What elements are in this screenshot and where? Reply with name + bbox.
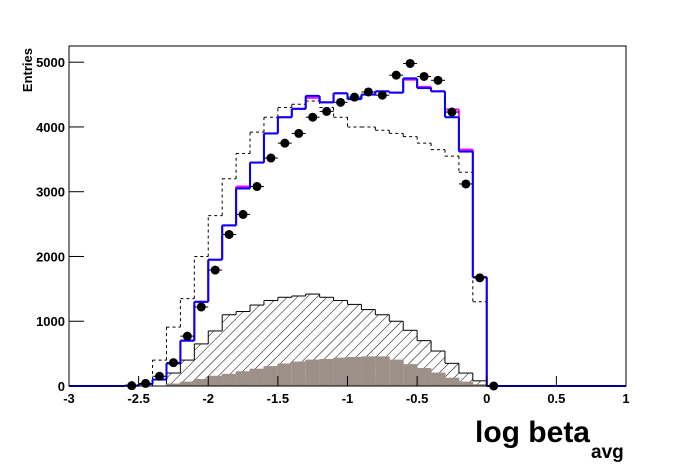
data-point bbox=[252, 182, 262, 192]
x-tick-label: 1 bbox=[622, 391, 629, 406]
data-point bbox=[294, 128, 304, 138]
bar bbox=[277, 363, 292, 386]
bar bbox=[194, 343, 209, 386]
bar bbox=[431, 373, 445, 386]
data-point bbox=[266, 153, 276, 163]
y-tick-label: 0 bbox=[58, 379, 65, 394]
y-tick-label: 2000 bbox=[36, 249, 65, 264]
bar bbox=[305, 360, 320, 386]
y-tick-label: 5000 bbox=[36, 55, 65, 70]
data-points bbox=[124, 58, 501, 391]
bar bbox=[180, 360, 195, 386]
y-tick-label: 1000 bbox=[36, 314, 65, 329]
data-point bbox=[461, 179, 471, 189]
bar bbox=[333, 358, 348, 386]
data-point bbox=[336, 97, 346, 107]
data-point bbox=[475, 273, 485, 283]
x-axis-title-subscript: avg bbox=[591, 442, 624, 463]
bar bbox=[472, 384, 487, 386]
bar bbox=[250, 305, 264, 386]
data-point bbox=[155, 371, 165, 381]
bar bbox=[319, 359, 334, 386]
bar bbox=[263, 300, 278, 386]
x-tick-label: -1 bbox=[342, 391, 354, 406]
data-point bbox=[391, 70, 401, 80]
data-point bbox=[349, 92, 359, 102]
data-point bbox=[433, 75, 443, 85]
data-point bbox=[322, 106, 332, 116]
y-axis-title: Entries bbox=[20, 48, 35, 92]
x-tick-label: -2 bbox=[202, 391, 214, 406]
bar bbox=[236, 371, 251, 386]
x-tick-label: -0.5 bbox=[406, 391, 428, 406]
data-point bbox=[168, 358, 178, 368]
bar bbox=[361, 356, 376, 386]
bar bbox=[180, 382, 195, 386]
bar bbox=[236, 311, 251, 386]
x-axis-title: log beta bbox=[475, 416, 590, 449]
x-tick-label: -1.5 bbox=[267, 391, 289, 406]
bar bbox=[208, 330, 223, 386]
data-point bbox=[196, 302, 206, 312]
bar bbox=[472, 380, 487, 386]
data-point bbox=[405, 58, 415, 68]
x-tick-label: 0.5 bbox=[547, 391, 565, 406]
bar bbox=[250, 369, 264, 386]
y-tick-label: 4000 bbox=[36, 120, 65, 135]
data-point bbox=[419, 71, 429, 81]
data-point bbox=[363, 87, 373, 97]
x-tick-label: 0 bbox=[483, 391, 490, 406]
bar bbox=[263, 366, 278, 386]
data-point bbox=[141, 378, 151, 388]
bar bbox=[375, 356, 390, 386]
bar bbox=[222, 314, 237, 386]
data-point bbox=[308, 112, 318, 122]
x-tick-label: -3 bbox=[63, 391, 75, 406]
data-point bbox=[210, 265, 220, 275]
bar bbox=[222, 374, 237, 386]
bar bbox=[458, 382, 473, 386]
data-point bbox=[224, 229, 234, 239]
data-point bbox=[238, 209, 248, 219]
data-point bbox=[447, 107, 457, 117]
data-point bbox=[182, 331, 192, 341]
x-tick-label: -2.5 bbox=[127, 391, 149, 406]
bar bbox=[166, 373, 181, 386]
bar bbox=[166, 384, 181, 386]
bar bbox=[417, 368, 432, 386]
data-point bbox=[377, 90, 387, 100]
bar bbox=[194, 379, 209, 386]
bar bbox=[444, 378, 459, 386]
y-tick-label: 3000 bbox=[36, 185, 65, 200]
bar bbox=[403, 364, 418, 386]
bar bbox=[208, 376, 223, 386]
bar bbox=[347, 357, 362, 386]
bar bbox=[389, 360, 404, 386]
data-point bbox=[280, 138, 290, 148]
bar bbox=[291, 362, 306, 386]
